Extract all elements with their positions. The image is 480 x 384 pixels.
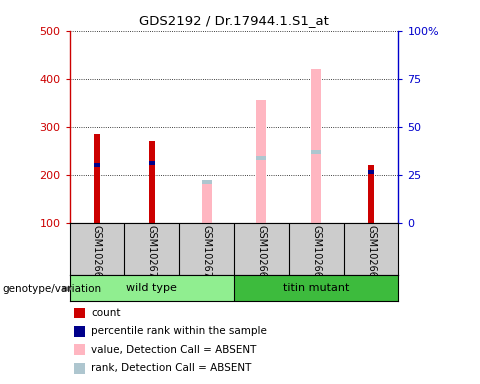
Text: GSM102666: GSM102666 <box>311 225 321 284</box>
Bar <box>368 165 374 223</box>
Bar <box>202 180 212 184</box>
Bar <box>256 100 266 223</box>
Text: GSM102665: GSM102665 <box>256 225 266 285</box>
Bar <box>202 184 212 223</box>
Bar <box>70 275 234 301</box>
Bar <box>256 156 266 160</box>
Text: wild type: wild type <box>126 283 177 293</box>
Bar <box>148 161 155 165</box>
Text: rank, Detection Call = ABSENT: rank, Detection Call = ABSENT <box>91 363 252 373</box>
Bar <box>311 69 321 223</box>
Text: genotype/variation: genotype/variation <box>2 284 102 294</box>
Bar <box>311 150 321 154</box>
Title: GDS2192 / Dr.17944.1.S1_at: GDS2192 / Dr.17944.1.S1_at <box>139 14 329 27</box>
Text: GSM102667: GSM102667 <box>366 225 376 285</box>
Text: count: count <box>91 308 120 318</box>
Bar <box>94 134 100 223</box>
Text: titin mutant: titin mutant <box>283 283 349 293</box>
Text: value, Detection Call = ABSENT: value, Detection Call = ABSENT <box>91 345 257 355</box>
Text: percentile rank within the sample: percentile rank within the sample <box>91 326 267 336</box>
Text: GSM102669: GSM102669 <box>92 225 102 284</box>
Text: GSM102671: GSM102671 <box>147 225 157 285</box>
Bar <box>94 163 100 167</box>
Bar <box>234 275 398 301</box>
Bar <box>368 170 374 174</box>
Bar <box>148 141 155 223</box>
Text: GSM102674: GSM102674 <box>202 225 212 285</box>
